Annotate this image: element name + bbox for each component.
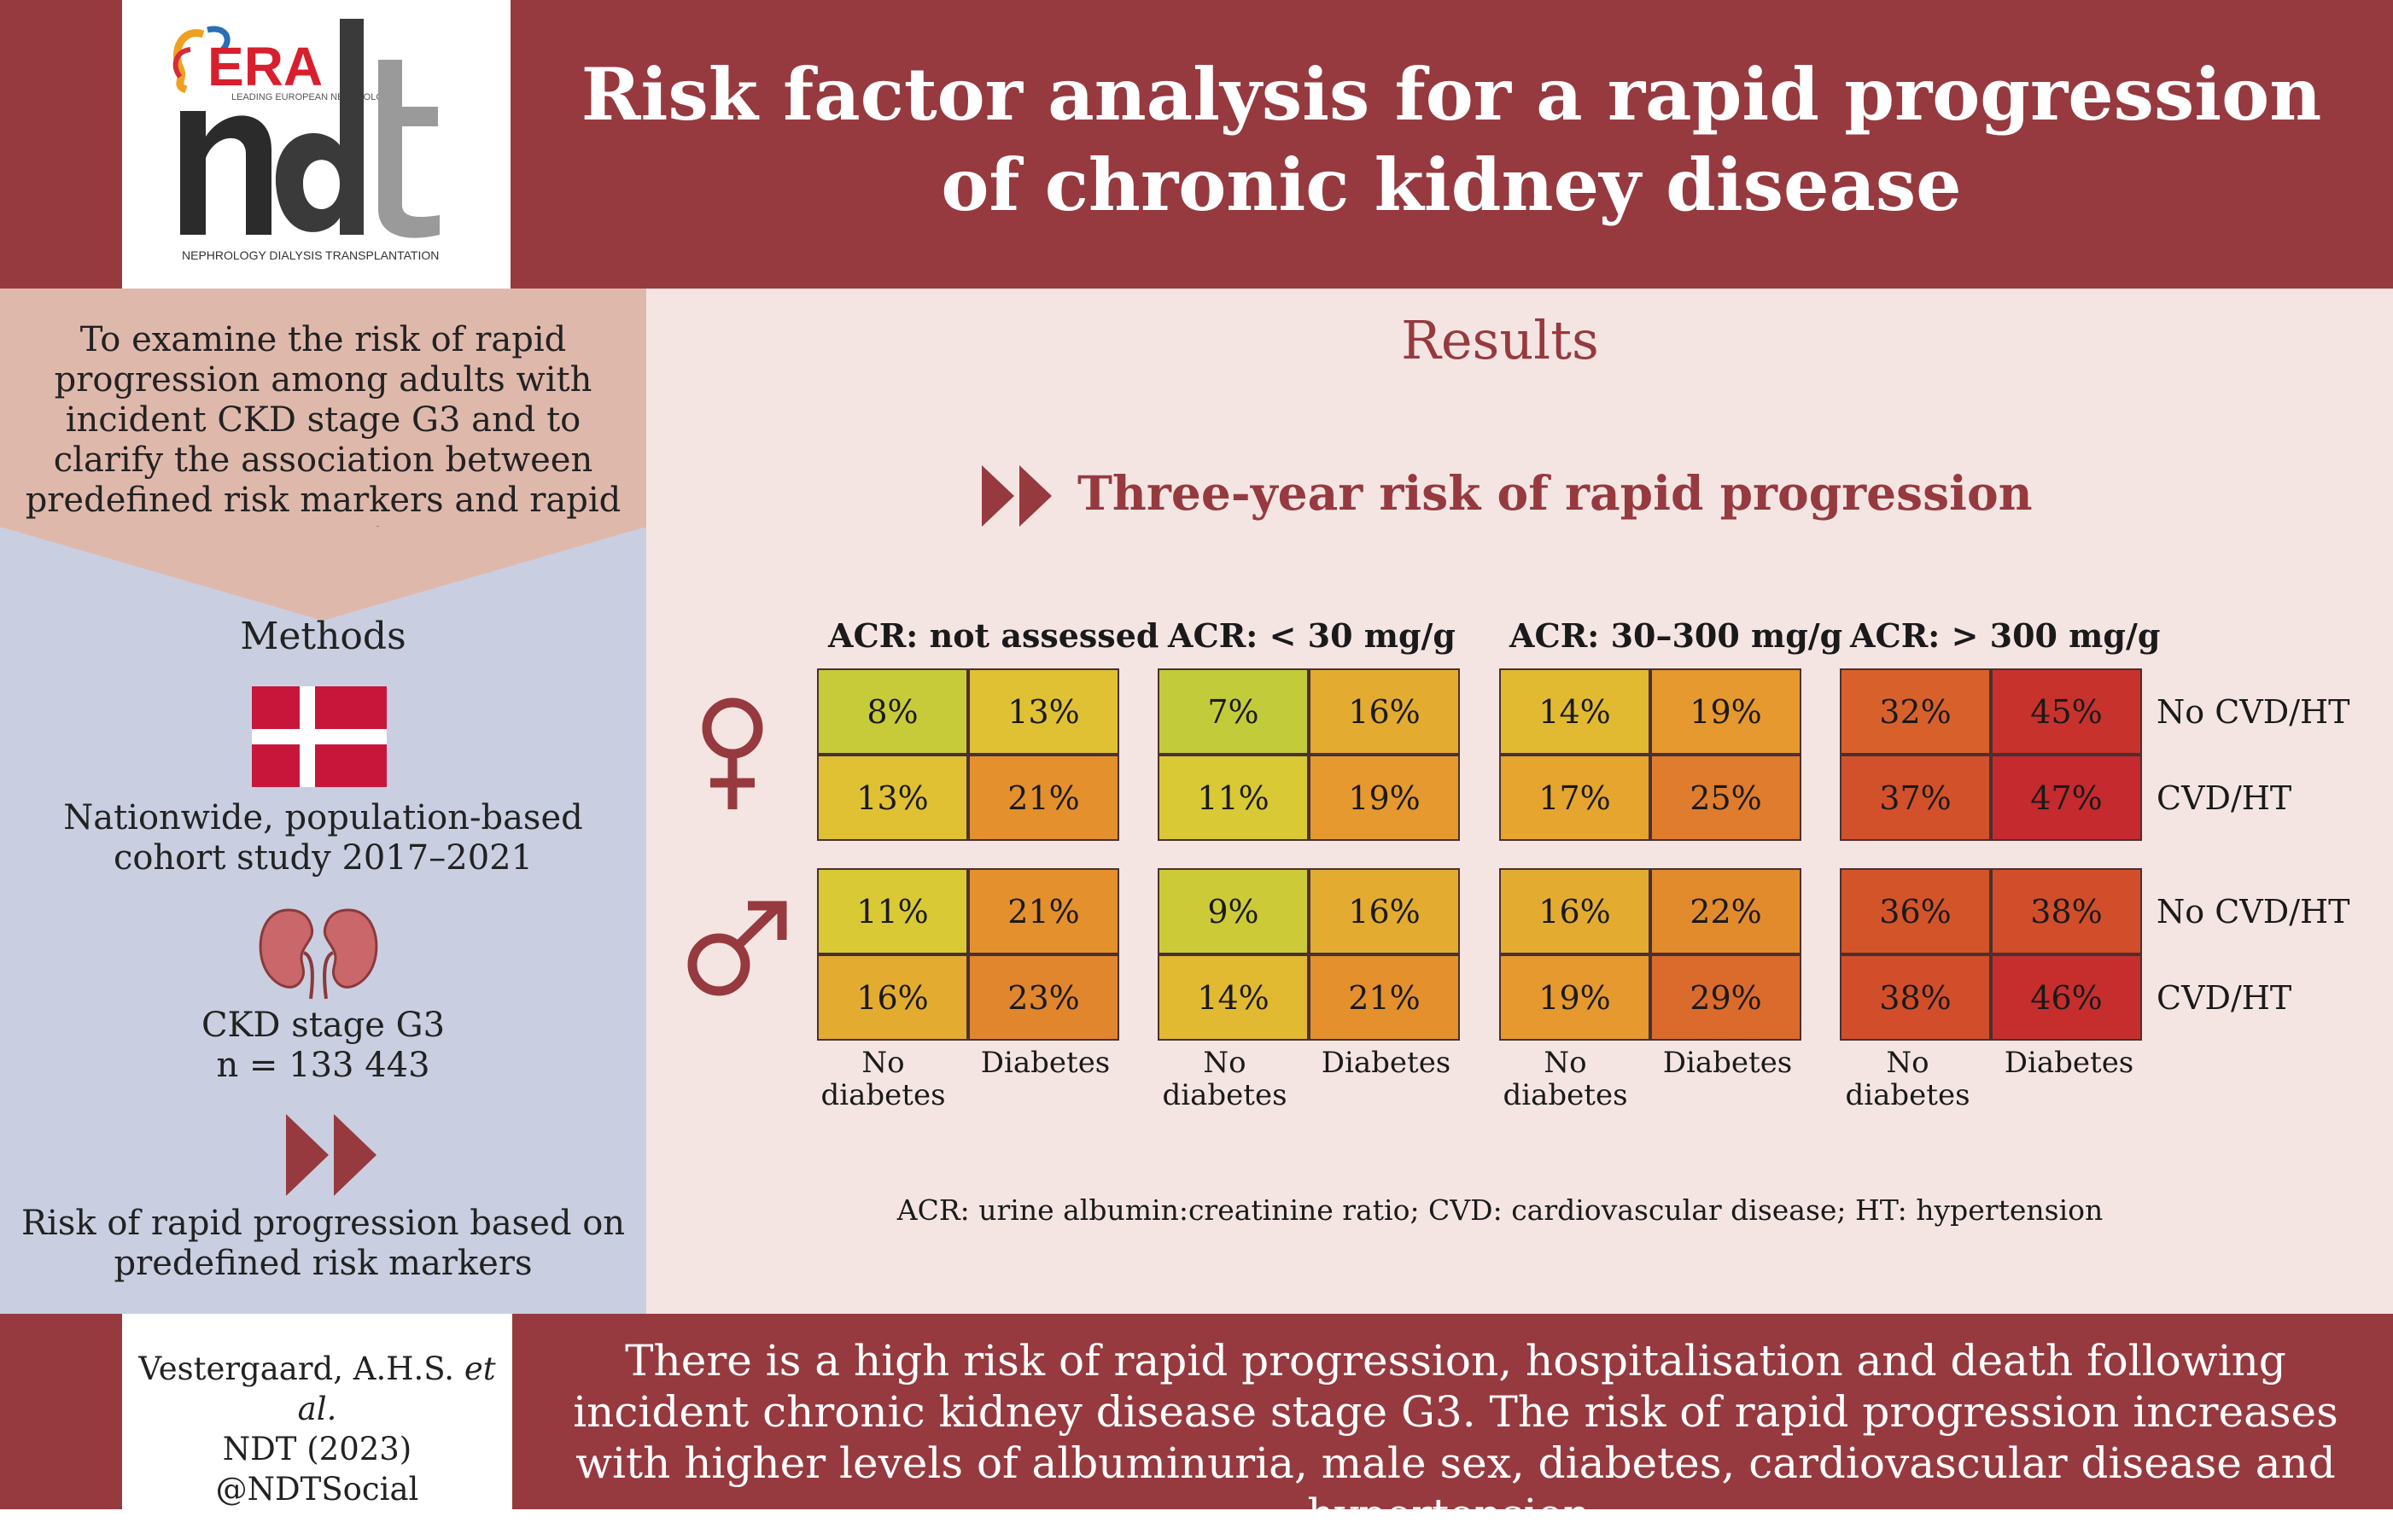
- results-title: Results: [1401, 309, 1599, 371]
- col-label-diabetes: Diabetes: [2004, 1046, 2134, 1080]
- risk-cell: 17%: [1499, 755, 1650, 841]
- population-text: CKD stage G3 n = 133 443: [17, 1006, 629, 1086]
- risk-cell: 21%: [1309, 954, 1460, 1041]
- svg-text:LEADING EUROPEAN NEPHROLOGY: LEADING EUROPEAN NEPHROLOGY: [231, 92, 397, 102]
- risk-cell: 14%: [1499, 668, 1650, 755]
- conclusion-text: There is a high risk of rapid progressio…: [573, 1336, 2338, 1539]
- row-label-no-cvd-ht: No CVD/HT: [2157, 893, 2350, 930]
- citation-journal: NDT (2023): [222, 1431, 412, 1467]
- risk-cell: 11%: [817, 868, 968, 954]
- svg-text:ERA: ERA: [207, 36, 323, 97]
- objective-panel: [0, 289, 646, 528]
- risk-cell: 32%: [1840, 668, 1991, 755]
- risk-cell: 25%: [1650, 755, 1801, 841]
- risk-cell: 16%: [817, 954, 968, 1041]
- risk-cell: 14%: [1158, 954, 1309, 1041]
- risk-cell: 46%: [1991, 954, 2142, 1041]
- risk-cell: 16%: [1309, 868, 1460, 954]
- risk-cell: 13%: [968, 668, 1119, 755]
- risk-cell: 13%: [817, 755, 968, 841]
- col-label-diabetes: Diabetes: [1662, 1046, 1793, 1080]
- population-stage: CKD stage G3: [201, 1006, 446, 1045]
- double-chevron-icon: [982, 465, 1052, 527]
- outcome-text: Risk of rapid progression based on prede…: [20, 1204, 626, 1283]
- risk-cell: 19%: [1650, 668, 1801, 755]
- risk-cell: 7%: [1158, 668, 1309, 755]
- double-chevron-icon: [286, 1114, 376, 1196]
- col-label-no-diabetes: No diabetes: [1162, 1046, 1287, 1112]
- objective-arrow-shape: [0, 527, 646, 621]
- results-subtitle: Three-year risk of rapid progression: [1077, 465, 2033, 521]
- page-title: Risk factor analysis for a rapid progres…: [546, 50, 2356, 230]
- methods-title: Methods: [240, 615, 406, 658]
- acr-group-label: ACR: < 30 mg/g: [1168, 616, 1456, 655]
- citation-authors-line: Vestergaard, A.H.S. et al.: [122, 1349, 512, 1429]
- risk-cell: 37%: [1840, 755, 1991, 841]
- denmark-flag-icon: [252, 686, 387, 787]
- abbreviations-footnote: ACR: urine albumin:creatinine ratio; CVD…: [896, 1193, 2104, 1227]
- col-label-no-diabetes: No diabetes: [1503, 1046, 1628, 1112]
- acr-group-label: ACR: > 300 mg/g: [1850, 616, 2161, 655]
- risk-cell: 38%: [1991, 868, 2142, 954]
- risk-cell: 45%: [1991, 668, 2142, 755]
- citation-etal: et al.: [297, 1350, 496, 1427]
- ndt-logo: ERA LEADING EUROPEAN NEPHROLOGY NEPHROLO…: [122, 0, 511, 289]
- risk-cell: 22%: [1650, 868, 1801, 954]
- citation-text: Vestergaard, A.H.S. et al. NDT (2023) @N…: [122, 1349, 512, 1509]
- risk-cell: 21%: [968, 755, 1119, 841]
- citation-box: [122, 1314, 512, 1509]
- row-label-no-cvd-ht: No CVD/HT: [2157, 693, 2350, 731]
- acr-group-label: ACR: 30–300 mg/g: [1509, 616, 1843, 655]
- risk-cell: 23%: [968, 954, 1119, 1041]
- risk-cell: 11%: [1158, 755, 1309, 841]
- risk-cell: 16%: [1499, 868, 1650, 954]
- risk-cell: 36%: [1840, 868, 1991, 954]
- col-label-diabetes: Diabetes: [1321, 1046, 1451, 1080]
- male-symbol-icon: [687, 901, 787, 996]
- title-line-1: Risk factor analysis for a rapid progres…: [581, 52, 2322, 137]
- row-label-cvd-ht: CVD/HT: [2157, 979, 2292, 1017]
- methods-panel: [0, 528, 646, 1314]
- risk-cell: 47%: [1991, 755, 2142, 841]
- risk-cell: 21%: [968, 868, 1119, 954]
- title-line-2: of chronic kidney disease: [941, 143, 1962, 227]
- study-design-text: Nationwide, population-based cohort stud…: [63, 798, 583, 878]
- population-count: n = 133 443: [216, 1046, 430, 1085]
- risk-cell: 29%: [1650, 954, 1801, 1041]
- risk-cell: 19%: [1309, 755, 1460, 841]
- citation-authors: Vestergaard, A.H.S.: [138, 1350, 455, 1387]
- acr-group-label: ACR: not assessed: [828, 616, 1159, 655]
- objective-text: To examine the risk of rapid progression…: [25, 320, 622, 560]
- col-label-no-diabetes: No diabetes: [1845, 1046, 1970, 1112]
- risk-cell: 38%: [1840, 954, 1991, 1041]
- ndt-logo-graphic: ERA LEADING EUROPEAN NEPHROLOGY NEPHROLO…: [172, 19, 440, 262]
- row-label-cvd-ht: CVD/HT: [2157, 779, 2292, 817]
- col-label-diabetes: Diabetes: [980, 1046, 1111, 1080]
- risk-cell: 9%: [1158, 868, 1309, 954]
- risk-cell: 19%: [1499, 954, 1650, 1041]
- col-label-no-diabetes: No diabetes: [820, 1046, 946, 1112]
- kidneys-icon: [259, 908, 378, 1000]
- risk-cell: 8%: [817, 668, 968, 755]
- female-symbol-icon: [702, 697, 763, 809]
- svg-text:NEPHROLOGY DIALYSIS TRANSPLANT: NEPHROLOGY DIALYSIS TRANSPLANTATION: [182, 248, 439, 262]
- risk-cell: 16%: [1309, 668, 1460, 755]
- citation-handle: @NDTSocial: [215, 1471, 419, 1508]
